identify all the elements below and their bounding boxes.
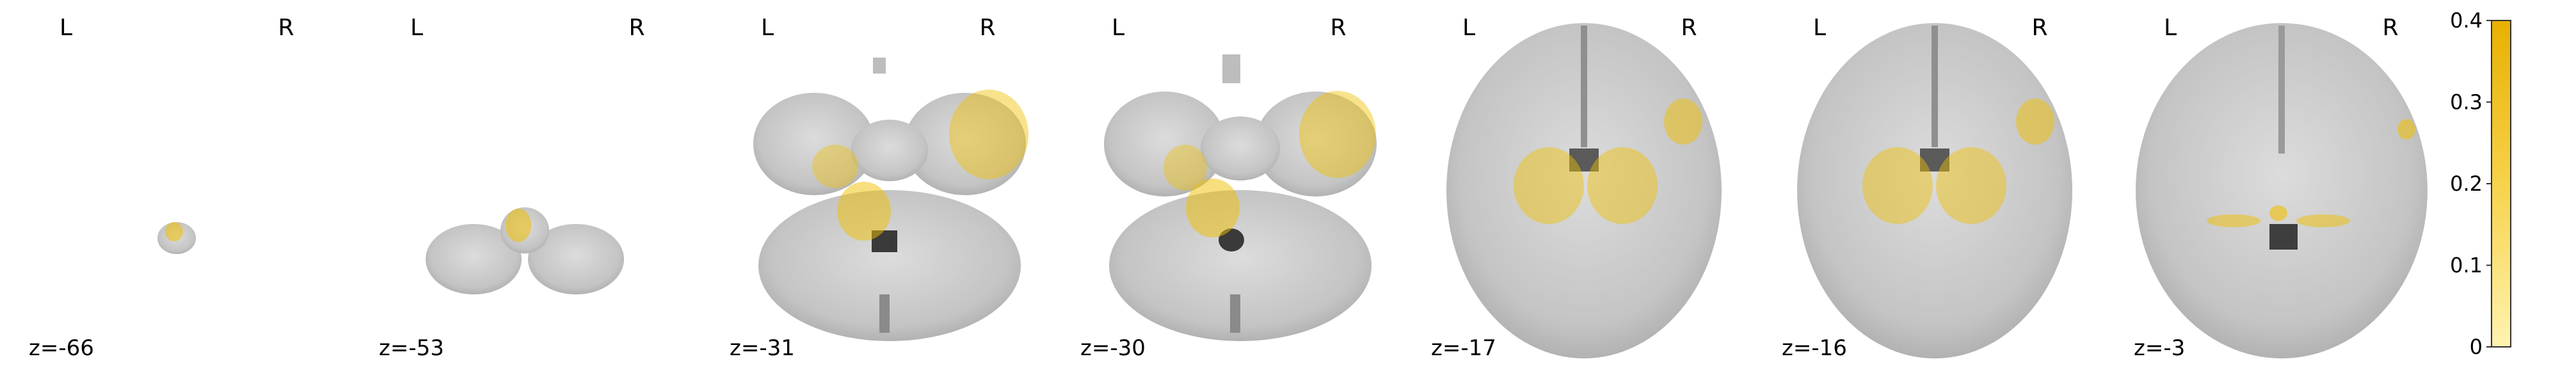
activation-overlay [1299, 91, 1376, 178]
brain-slice-image [1104, 54, 1377, 341]
left-orientation-label: L [60, 15, 72, 41]
slice-panel-4: L R z=-30 [1080, 15, 1377, 361]
left-orientation-label: L [1462, 15, 1475, 41]
activation-overlay [837, 182, 891, 241]
slice-coordinate-label: z=-66 [29, 335, 94, 361]
right-orientation-label: R [278, 15, 294, 41]
right-orientation-label: R [2031, 15, 2047, 41]
slice-panel-5: L R z=-17 [1431, 15, 1722, 361]
activation-overlay [1587, 147, 1658, 224]
activation-overlay [506, 209, 531, 242]
right-orientation-label: R [628, 15, 644, 41]
slice-coordinate-label: z=-3 [2134, 335, 2185, 361]
activation-overlay [1186, 179, 1240, 237]
right-orientation-label: R [979, 15, 995, 41]
right-orientation-label: R [1330, 15, 1346, 41]
left-orientation-label: L [1813, 15, 1826, 41]
colorbar-tick-label: 0 [2470, 335, 2483, 359]
slice-panel-1: L R z=-66 [29, 15, 294, 361]
brain-slice-image [753, 58, 1028, 341]
right-orientation-label: R [1681, 15, 1697, 41]
brain-slice-image [1446, 23, 1722, 358]
slice-panel-7: L R z=-3 [2134, 15, 2428, 361]
slice-panel-2: L R z=-53 [379, 15, 645, 361]
brain-slice-image [157, 222, 196, 254]
brain-slice-image [426, 207, 624, 294]
activation-overlay [1164, 145, 1207, 191]
slice-coordinate-label: z=-31 [730, 335, 795, 361]
slice-panel-3: L R z=-31 [730, 15, 1028, 361]
right-orientation-label: R [2382, 15, 2398, 41]
left-orientation-label: L [761, 15, 774, 41]
activation-overlay [1514, 147, 1584, 224]
activation-overlay [165, 222, 183, 241]
slice-coordinate-label: z=-17 [1431, 335, 1496, 361]
colorbar-tick-label: 0.4 [2450, 8, 2483, 33]
slice-coordinate-label: z=-53 [379, 335, 444, 361]
colorbar-tick-label: 0.2 [2450, 172, 2483, 196]
activation-overlay [949, 90, 1028, 179]
colorbar-gradient [2491, 20, 2511, 348]
colorbar-tick-label: 0.1 [2450, 253, 2483, 278]
left-orientation-label: L [1112, 15, 1124, 41]
activation-overlay [2269, 205, 2287, 221]
colorbar: 0 0.1 0.2 0.3 0.4 [2450, 8, 2511, 359]
activation-overlay [812, 145, 858, 188]
activation-overlay [2296, 214, 2350, 227]
brain-slice-image [2136, 23, 2428, 358]
left-orientation-label: L [2164, 15, 2177, 41]
colorbar-tick-label: 0.3 [2450, 90, 2483, 115]
brain-slice-image [1797, 23, 2072, 358]
activation-overlay [1664, 99, 1702, 145]
activation-overlay [1862, 147, 1933, 224]
colorbar-ticks: 0 0.1 0.2 0.3 0.4 [2450, 8, 2492, 359]
activation-overlay [2207, 214, 2260, 227]
slice-coordinate-label: z=-16 [1782, 335, 1847, 361]
activation-overlay [1936, 147, 2006, 224]
activation-overlay [2397, 119, 2415, 140]
slice-panel-6: L R z=-16 [1782, 15, 2072, 361]
left-orientation-label: L [410, 15, 423, 41]
slice-coordinate-label: z=-30 [1080, 335, 1146, 361]
activation-overlay [2016, 99, 2054, 145]
